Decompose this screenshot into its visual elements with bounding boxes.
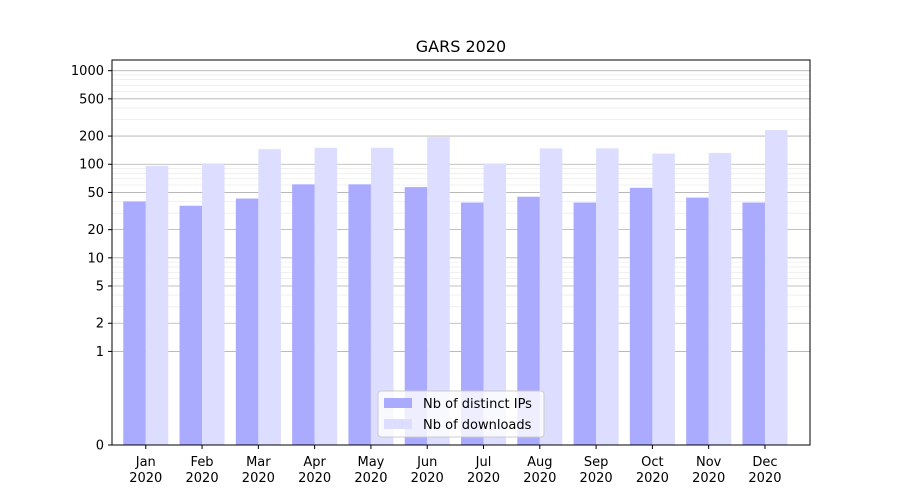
x-axis-ticks: Jan 2020 Feb 2020 Mar 2020 Apr 2020 May 2020 Jun 20… — [129, 445, 782, 486]
bar-downloads — [708, 152, 732, 445]
legend-swatch — [384, 398, 412, 408]
legend-swatch — [384, 419, 412, 429]
bar-downloads — [145, 165, 169, 445]
x-tick-label: Nov 2020 — [692, 455, 725, 486]
legend-label: Nb of distinct IPs — [423, 397, 532, 412]
x-tick-label: Feb 2020 — [186, 455, 219, 486]
legend-label: Nb of downloads — [423, 418, 532, 433]
y-tick-label: 20 — [87, 223, 104, 238]
bar-distinct-ips — [629, 187, 653, 445]
bar-downloads — [314, 147, 338, 445]
chart-title: GARS 2020 — [416, 37, 506, 56]
bar-downloads — [483, 163, 507, 445]
y-tick-label: 10 — [87, 251, 104, 266]
y-tick-label: 50 — [87, 186, 104, 201]
bar-distinct-ips — [742, 202, 765, 445]
y-axis-ticks: 0 1 2 5 10 20 50 100 200 500 1000 — [71, 64, 112, 454]
legend: Nb of distinct IPs Nb of downloads — [377, 390, 545, 438]
bar-downloads — [202, 163, 225, 445]
y-tick-label: 2 — [96, 317, 104, 332]
y-tick-label: 200 — [79, 130, 104, 145]
bar-distinct-ips — [404, 187, 428, 445]
bar-downloads — [427, 137, 450, 445]
bar-distinct-ips — [517, 196, 540, 445]
bar-distinct-ips — [179, 205, 203, 445]
x-tick-label: Apr 2020 — [298, 455, 331, 486]
x-tick-label: Mar 2020 — [242, 455, 275, 486]
x-tick-label: Aug 2020 — [523, 455, 556, 486]
bar-distinct-ips — [573, 202, 597, 445]
x-tick-label: Jun 2020 — [411, 455, 444, 486]
bar-distinct-ips — [292, 184, 315, 445]
bar-downloads — [539, 148, 563, 446]
bar-distinct-ips — [123, 201, 146, 445]
bars — [123, 130, 788, 446]
x-tick-label: Jan 2020 — [129, 455, 162, 486]
y-tick-label: 500 — [79, 92, 104, 107]
bar-distinct-ips — [686, 197, 709, 445]
bar-downloads — [764, 130, 788, 445]
plot-frame — [111, 59, 811, 446]
x-tick-label: May 2020 — [354, 455, 387, 486]
y-tick-label: 1 — [96, 345, 104, 360]
bar-downloads — [596, 148, 619, 446]
y-tick-label: 1000 — [71, 64, 104, 79]
x-tick-label: Jul 2020 — [467, 455, 500, 486]
y-tick-label: 5 — [96, 280, 104, 295]
bar-downloads — [652, 153, 675, 446]
legend-box — [377, 390, 545, 438]
bar-distinct-ips — [348, 184, 371, 445]
bar-downloads — [258, 149, 281, 445]
bar-distinct-ips — [235, 198, 259, 445]
x-tick-label: Oct 2020 — [636, 455, 669, 486]
x-tick-label: Sep 2020 — [580, 455, 613, 486]
bar-downloads — [370, 147, 394, 445]
y-tick-label: 100 — [79, 158, 104, 173]
y-tick-label: 0 — [96, 439, 104, 454]
x-tick-label: Dec 2020 — [748, 455, 781, 486]
bar-distinct-ips — [461, 202, 484, 445]
